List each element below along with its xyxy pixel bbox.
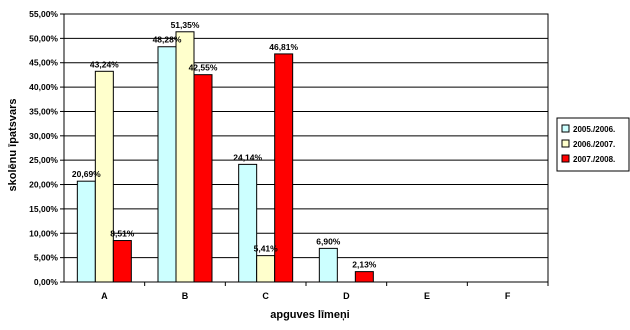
- y-tick-label: 55,00%: [29, 9, 58, 19]
- y-tick-label: 40,00%: [29, 82, 58, 92]
- grid-lines: [64, 13, 548, 283]
- x-tick-label: C: [262, 291, 269, 301]
- x-tick-label: F: [505, 291, 511, 301]
- x-tick-label: A: [101, 291, 108, 301]
- y-tick-label: 25,00%: [29, 155, 58, 165]
- data-label: 20,69%: [72, 169, 101, 179]
- bar: [193, 74, 213, 283]
- bar: [256, 255, 276, 283]
- bar: [76, 180, 96, 283]
- data-label: 8,51%: [110, 229, 135, 239]
- y-tick-label: 35,00%: [29, 106, 58, 116]
- plot-area: [64, 14, 548, 282]
- data-label: 46,81%: [269, 42, 298, 52]
- data-label: 51,35%: [171, 20, 200, 30]
- y-tick-label: 0,00%: [34, 277, 59, 287]
- bar: [238, 163, 258, 283]
- y-tick-label: 5,00%: [34, 253, 59, 263]
- bar: [354, 271, 374, 283]
- data-label: 42,55%: [189, 63, 218, 73]
- legend-swatch: [561, 124, 570, 133]
- legend-label: 2007./2008.: [573, 155, 615, 164]
- legend-label: 2005./2006.: [573, 125, 615, 134]
- y-tick-label: 30,00%: [29, 131, 58, 141]
- axes: 0,00% 5,00% 10,00% 15,00% 20,00% 25,00% 30,00%…: [29, 9, 549, 301]
- data-label: 24,14%: [233, 152, 262, 162]
- data-labels: 20,69% 43,24% 8,51% 48,28% 51,35% 42,55% 24,14…: [72, 20, 377, 270]
- data-label: 5,41%: [254, 244, 279, 254]
- x-tick-label: E: [424, 291, 430, 301]
- legend: 2005./2006. 2006./2007. 2007./2008.: [556, 117, 630, 172]
- y-tick-label: 50,00%: [29, 33, 58, 43]
- y-axis-title: skolēnu īpatsvars: [7, 99, 19, 192]
- y-tick-label: 20,00%: [29, 180, 58, 190]
- data-label: 48,28%: [153, 35, 182, 45]
- legend-swatch: [561, 154, 570, 163]
- data-label: 2,13%: [352, 260, 377, 270]
- data-label: 43,24%: [90, 59, 119, 69]
- x-tick-label: D: [343, 291, 350, 301]
- bar: [157, 46, 177, 283]
- x-axis-title: apguves līmeņi: [270, 309, 349, 321]
- y-tick-label: 15,00%: [29, 204, 58, 214]
- y-tick-label: 45,00%: [29, 58, 58, 68]
- y-tick-label: 10,00%: [29, 228, 58, 238]
- legend-label: 2006./2007.: [573, 140, 615, 149]
- data-label: 6,90%: [316, 236, 341, 246]
- bar: [318, 247, 338, 283]
- legend-swatch: [561, 139, 570, 148]
- x-tick-label: B: [182, 291, 189, 301]
- bar: [112, 240, 132, 283]
